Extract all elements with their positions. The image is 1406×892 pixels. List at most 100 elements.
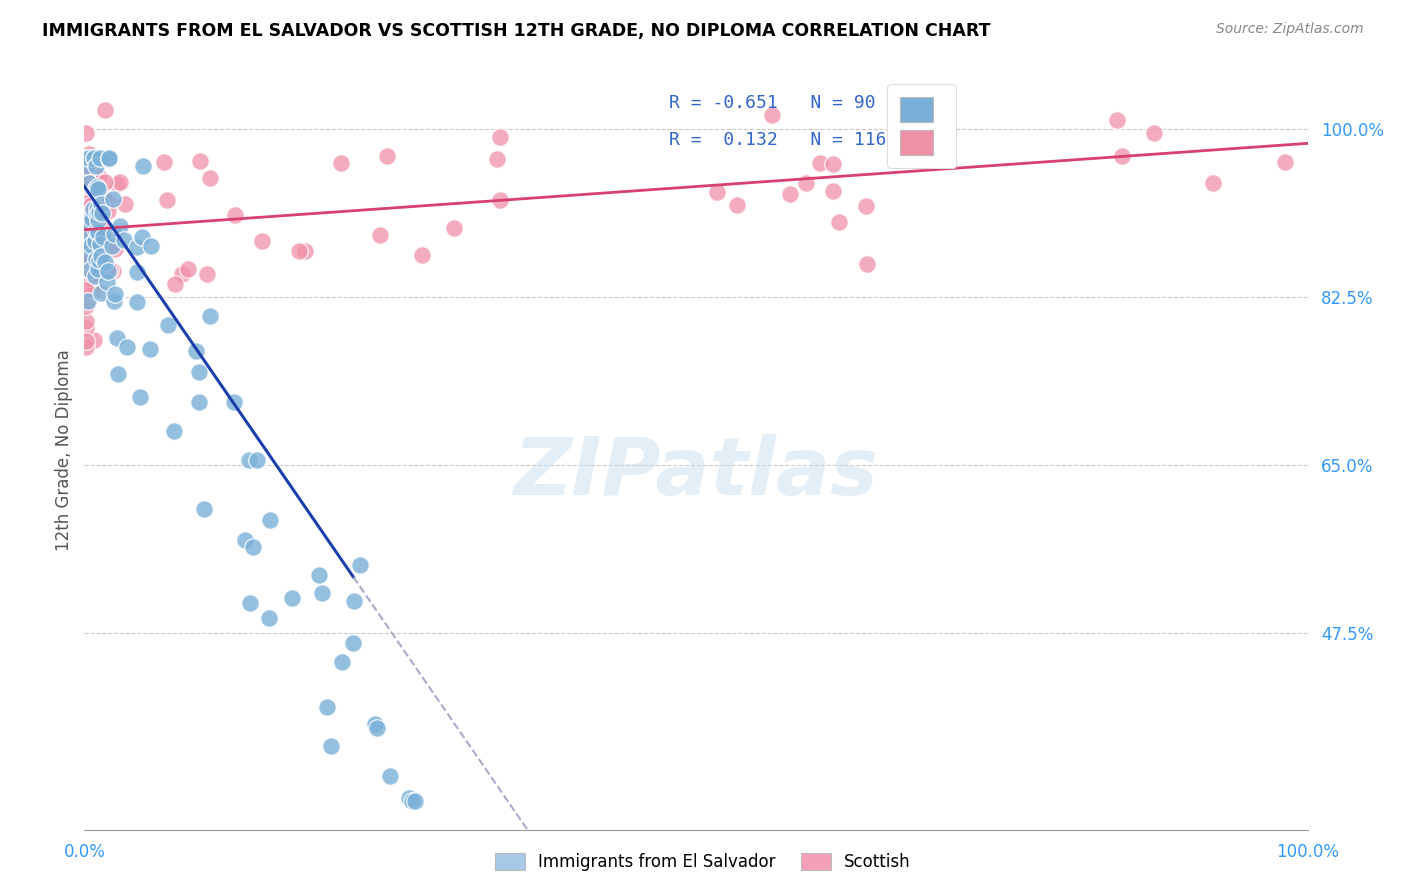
Point [89,151,111,165]
Point [84,252,107,266]
Point [80,198,103,212]
Point [89,237,111,252]
Point [294,244,316,259]
Point [83,235,105,249]
Point [86,209,108,223]
Point [76,240,98,254]
Point [93,103,115,117]
Point [368,227,391,242]
Point [443,221,465,235]
Point [76,210,98,224]
Point [222,395,245,409]
Point [86,179,108,194]
Point [97,204,120,219]
Point [198,309,221,323]
Point [83,235,105,250]
Point [83,199,105,213]
Point [76,202,98,217]
Point [238,452,260,467]
Point [125,240,148,254]
Point [79,250,101,264]
Point [77,147,100,161]
Point [82,191,104,205]
Point [87,214,110,228]
Point [76,280,98,294]
Point [87,169,110,184]
Point [103,227,125,242]
Point [856,257,879,271]
Point [77,235,100,250]
Point [366,721,388,735]
Point [184,343,207,358]
Point [233,533,256,548]
Point [83,269,105,284]
Point [84,252,107,266]
Point [82,263,104,277]
Point [114,196,136,211]
Point [343,594,366,608]
Point [103,264,125,278]
Point [131,229,153,244]
Point [75,169,97,184]
Point [90,257,112,271]
Point [378,769,401,783]
Point [82,202,104,217]
Point [75,314,97,328]
Point [761,108,783,122]
Point [141,239,163,253]
Point [242,541,264,555]
Point [115,340,138,354]
Point [75,239,97,253]
Point [163,277,186,291]
Point [132,160,155,174]
Point [86,225,108,239]
Point [488,129,510,144]
Point [93,190,115,204]
Point [187,365,209,379]
Point [84,224,107,238]
Point [75,320,97,334]
Point [77,175,100,189]
Point [489,193,512,207]
Text: R =  0.132   N = 116: R = 0.132 N = 116 [669,130,887,149]
Point [76,258,98,272]
Point [172,268,194,282]
Point [75,126,97,140]
Point [83,151,105,165]
Point [823,157,845,171]
Point [75,241,97,255]
Point [308,568,330,582]
Point [252,234,274,248]
Point [80,194,103,208]
Point [79,151,101,165]
Point [86,160,108,174]
Point [342,636,364,650]
Point [86,235,108,249]
Point [80,229,103,244]
Point [127,265,149,279]
Point [83,151,105,165]
Point [75,211,97,226]
Point [98,151,121,165]
Point [76,294,98,309]
Text: ZIPatlas: ZIPatlas [513,434,879,512]
Point [76,174,98,188]
Point [108,219,131,233]
Point [75,246,97,260]
Point [823,184,845,198]
Point [104,287,127,301]
Point [75,238,97,252]
Point [76,254,98,268]
Point [75,211,97,225]
Point [86,208,108,222]
Point [315,700,337,714]
Point [75,299,97,313]
Point [257,611,280,625]
Point [91,261,114,276]
Point [706,185,728,199]
Point [1202,176,1225,190]
Point [329,156,352,170]
Point [176,262,198,277]
Point [86,262,108,277]
Point [103,294,125,309]
